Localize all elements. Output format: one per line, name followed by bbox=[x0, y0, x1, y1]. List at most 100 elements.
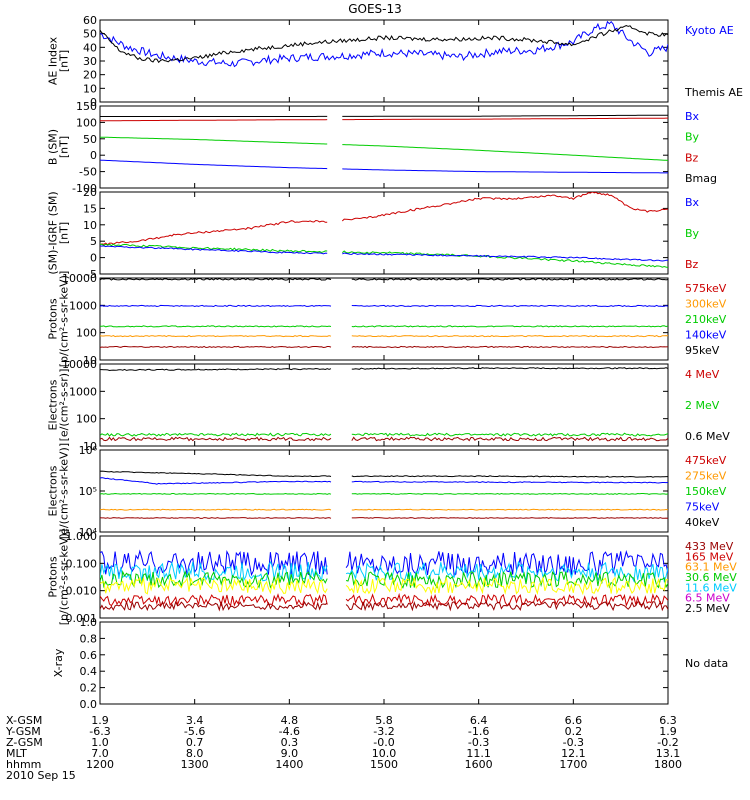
ephemeris-row-label: MLT bbox=[6, 747, 27, 760]
series-line-by bbox=[341, 250, 668, 268]
y-axis-label: Electrons bbox=[47, 465, 60, 516]
y-axis-label: [p/(cm²-s-sr-keV)] bbox=[58, 271, 71, 368]
ephemeris-value: 3.4 bbox=[186, 714, 204, 727]
ephemeris-row-label: X-GSM bbox=[6, 714, 42, 727]
y-tick-label: 10 bbox=[83, 354, 97, 367]
ephemeris-value: 8.0 bbox=[186, 747, 204, 760]
series-line-4-mev bbox=[351, 436, 668, 442]
legend-label: Bmag bbox=[685, 172, 717, 185]
ephemeris-value: 6.3 bbox=[659, 714, 677, 727]
y-tick-label: 10⁶ bbox=[79, 444, 98, 457]
legend-label: 11.6 MeV bbox=[685, 581, 737, 594]
series-line-165-mev bbox=[100, 593, 328, 608]
legend-label: 433 MeV bbox=[685, 540, 734, 553]
series-line-2-mev bbox=[100, 432, 332, 437]
legend-label: 210keV bbox=[685, 313, 727, 326]
series-line-11.6-mev bbox=[345, 560, 668, 583]
ephemeris-value: 1700 bbox=[559, 758, 587, 771]
legend-label: Themis AE bbox=[684, 86, 743, 99]
y-tick-label: -50 bbox=[79, 166, 97, 179]
y-tick-label: 100 bbox=[76, 413, 97, 426]
series-line-by bbox=[100, 243, 328, 254]
y-axis-label: B (SM) bbox=[47, 129, 60, 165]
ephemeris-value: -0.3 bbox=[563, 736, 584, 749]
y-tick-label: 0.001 bbox=[66, 612, 98, 625]
legend-label: 75keV bbox=[685, 501, 720, 514]
date-label: 2010 Sep 15 bbox=[6, 769, 76, 782]
legend-label: 30.6 MeV bbox=[685, 571, 737, 584]
series-line-300kev bbox=[100, 334, 332, 338]
legend-label: Bz bbox=[685, 151, 699, 164]
legend-label: 2.5 MeV bbox=[685, 602, 730, 615]
y-tick-label: 100 bbox=[76, 116, 97, 129]
y-tick-label: 20 bbox=[83, 186, 97, 199]
chart-title: GOES-13 bbox=[348, 2, 402, 16]
y-tick-label: 0.0 bbox=[80, 698, 98, 711]
ephemeris-value: -4.6 bbox=[279, 725, 300, 738]
y-tick-label: 0.2 bbox=[80, 682, 98, 695]
ephemeris-value: 1400 bbox=[275, 758, 303, 771]
ephemeris-value: 7.0 bbox=[91, 747, 109, 760]
legend-label: Bz bbox=[685, 258, 699, 271]
panel-xray: 0.0 0.2 0.4 0.6 0.8 1.0 X-ray No data bbox=[52, 616, 728, 711]
y-tick-label: 10⁴ bbox=[79, 526, 98, 539]
legend-label: No data bbox=[685, 657, 728, 670]
ephemeris-value: 1.0 bbox=[91, 736, 109, 749]
y-tick-label: 60 bbox=[83, 14, 97, 27]
series-line-150kev bbox=[100, 492, 332, 495]
legend-label: 6.5 MeV bbox=[685, 592, 730, 605]
ephemeris-row-label: hhmm bbox=[6, 758, 41, 771]
series-line-95kev bbox=[100, 278, 332, 281]
series-line-kyoto-ae bbox=[100, 20, 668, 68]
ephemeris-value: -0.2 bbox=[657, 736, 678, 749]
series-line-95kev bbox=[351, 278, 668, 281]
y-axis-label: [e/(cm²-s-sr-keV)] bbox=[58, 443, 71, 539]
legend-label: By bbox=[685, 131, 700, 144]
series-line-bx bbox=[100, 245, 328, 255]
series-line-bz bbox=[341, 192, 668, 222]
y-tick-label: 10 bbox=[83, 82, 97, 95]
y-tick-label: 0.8 bbox=[80, 632, 98, 645]
y-tick-label: 10000 bbox=[62, 272, 97, 285]
legend-label: Bx bbox=[685, 110, 700, 123]
ephemeris-value: 13.1 bbox=[656, 747, 681, 760]
y-tick-label: -5 bbox=[86, 268, 97, 281]
series-line-210kev bbox=[351, 325, 668, 328]
legend-label: 575keV bbox=[685, 282, 727, 295]
y-tick-label: 10 bbox=[83, 219, 97, 232]
y-tick-label: 100 bbox=[76, 327, 97, 340]
legend-label: 0.6 MeV bbox=[685, 430, 730, 443]
series-line-63.1-mev bbox=[345, 575, 668, 596]
series-line-bz bbox=[342, 117, 668, 121]
legend-label: 63.1 MeV bbox=[685, 561, 737, 574]
series-line-140kev bbox=[100, 304, 332, 308]
y-tick-label: 10000 bbox=[62, 358, 97, 371]
series-line-475kev bbox=[100, 517, 332, 519]
y-axis-label: Protons bbox=[47, 556, 60, 597]
ephemeris-value: 5.8 bbox=[375, 714, 393, 727]
series-line-bz bbox=[100, 119, 328, 122]
y-tick-label: 0.6 bbox=[80, 649, 98, 662]
y-tick-label: -100 bbox=[72, 182, 97, 195]
series-line-bmag bbox=[342, 114, 668, 117]
y-axis-label: AE Index bbox=[47, 36, 60, 85]
ephemeris-value: 1500 bbox=[370, 758, 398, 771]
series-line-433-mev bbox=[345, 600, 668, 612]
series-line-575kev bbox=[351, 345, 668, 349]
y-tick-label: 40 bbox=[83, 41, 97, 54]
y-axis-label: [nT] bbox=[58, 222, 71, 244]
ephemeris-value: 1.9 bbox=[659, 725, 677, 738]
y-tick-label: 0 bbox=[90, 149, 97, 162]
panel-frame bbox=[99, 191, 669, 275]
series-line-themis-ae bbox=[100, 25, 668, 64]
series-line-2.5-mev bbox=[100, 522, 327, 525]
ephemeris-value: 12.1 bbox=[561, 747, 586, 760]
y-tick-label: 0.100 bbox=[66, 557, 98, 570]
y-tick-label: 1.0 bbox=[80, 616, 98, 629]
ephemeris-value: 1800 bbox=[654, 758, 682, 771]
ephemeris-value: 1600 bbox=[465, 758, 493, 771]
series-line-30.6-mev bbox=[100, 570, 328, 589]
